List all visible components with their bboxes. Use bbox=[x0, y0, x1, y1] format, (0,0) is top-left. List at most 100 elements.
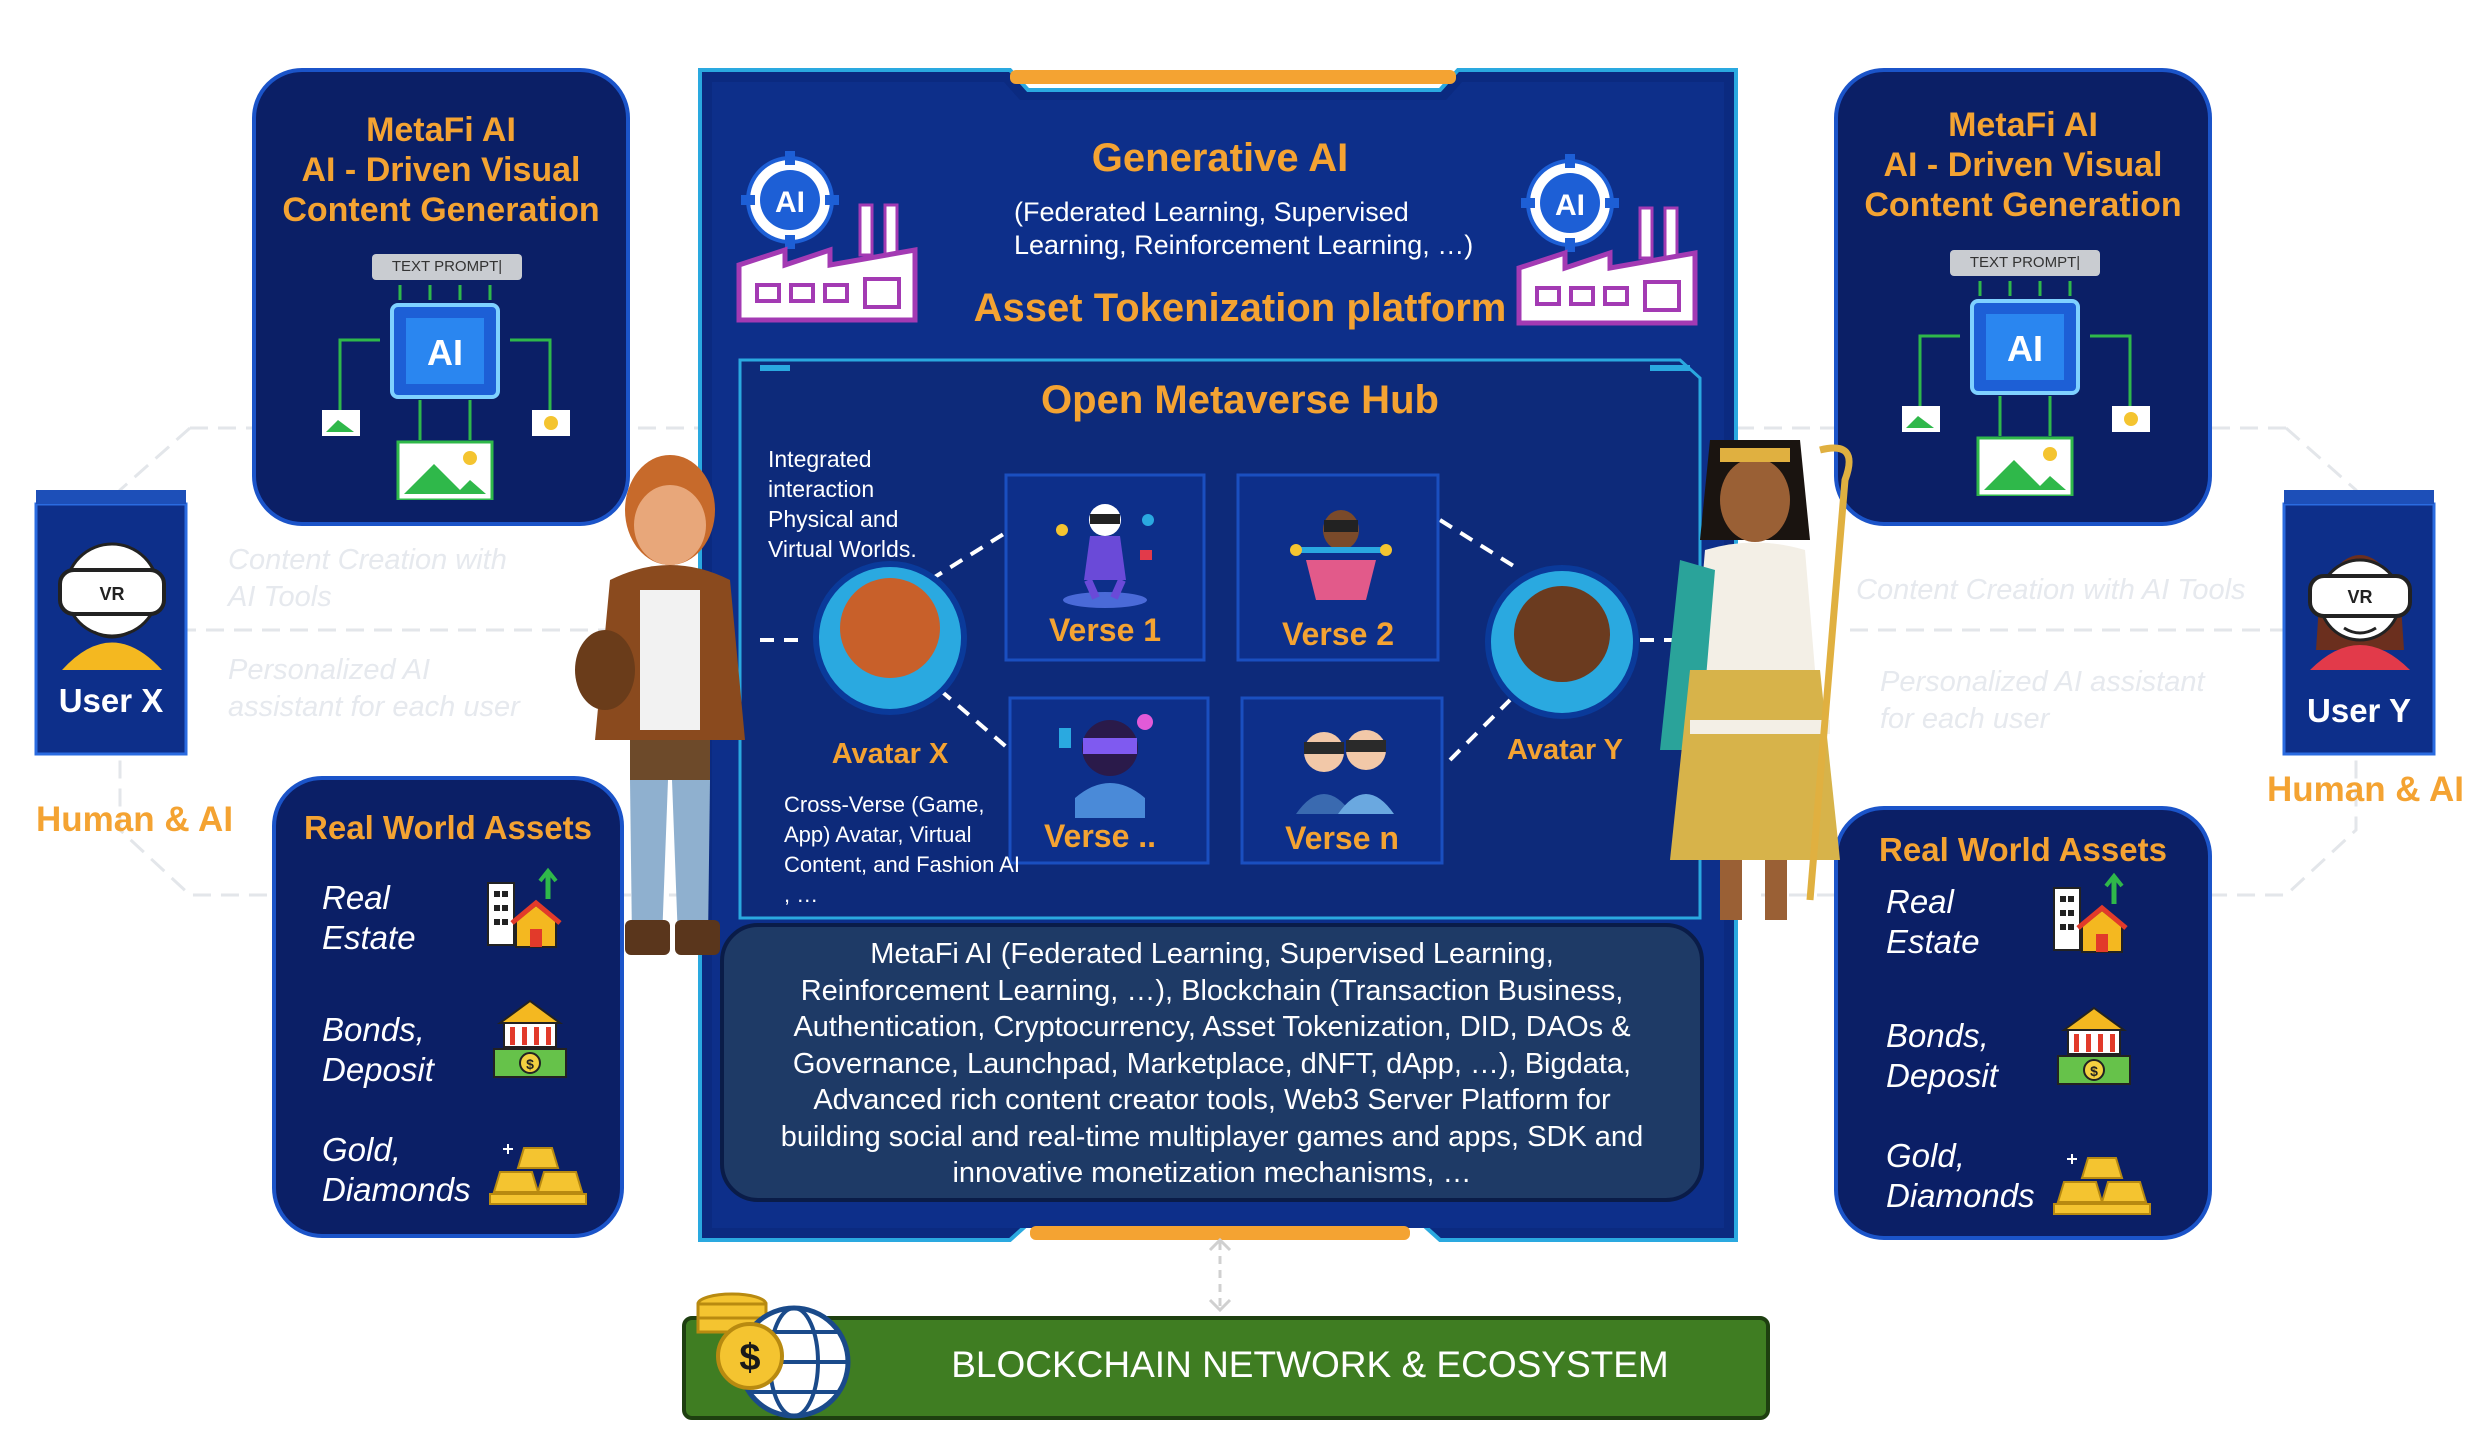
bank-deposit-icon: $ bbox=[493, 999, 567, 1078]
top-accent-bar bbox=[1010, 70, 1456, 84]
right-rwa-bonds-line1: Bonds, bbox=[1886, 1017, 1989, 1054]
tech-line3: Authentication, Cryptocurrency, Asset To… bbox=[793, 1011, 1631, 1043]
right-rwa-bonds-label: Bonds, Deposit bbox=[1886, 1016, 1998, 1096]
bottom-accent-bar bbox=[1030, 1226, 1410, 1240]
verse-2-illustration bbox=[1290, 510, 1392, 600]
bank-deposit-icon: $ bbox=[2057, 1006, 2131, 1085]
ai-factory-icon-left: AI bbox=[736, 151, 918, 323]
left-rwa-title: Real World Assets bbox=[304, 809, 592, 846]
integrated-line4: Virtual Worlds. bbox=[768, 536, 917, 562]
tech-line4: Governance, Launchpad, Marketplace, dNFT… bbox=[792, 1047, 1632, 1080]
tech-box-bg bbox=[720, 923, 1704, 1202]
svg-text:$: $ bbox=[2090, 1063, 2098, 1079]
integrated-line3: Physical and bbox=[768, 506, 899, 532]
verse-dots-label: Verse .. bbox=[1043, 818, 1157, 854]
svg-text:VR: VR bbox=[2347, 587, 2372, 607]
left-rwa-real-estate-label: Real Estate bbox=[322, 878, 416, 958]
integrated-interaction-text: Integrated interaction Physical and Virt… bbox=[768, 444, 917, 564]
right-rwa-bonds-line2: Deposit bbox=[1886, 1057, 1998, 1094]
user-x-label: User X bbox=[58, 682, 164, 719]
generative-ai-subtitle: (Federated Learning, Supervised Learning… bbox=[1000, 196, 1480, 262]
user-x-caption: Human & AI bbox=[36, 800, 234, 839]
left-metafi-title-line3: Content Generation bbox=[282, 191, 600, 229]
avatar-y-label: Avatar Y bbox=[1506, 734, 1624, 766]
user-y-vr-icon: VR bbox=[2308, 555, 2412, 670]
left-rwa-real-estate-line1: Real bbox=[322, 879, 390, 916]
gold-bars-icon bbox=[489, 1144, 587, 1205]
cross-verse-line4: , … bbox=[784, 882, 819, 907]
left-ai-chip-label: AI bbox=[427, 332, 463, 373]
right-ghost-line2: Personalized AI assistant bbox=[1880, 666, 2205, 698]
verse-n-tile bbox=[1240, 696, 1444, 865]
right-ai-chip-icon: AI bbox=[1902, 281, 2150, 496]
verse-n-label: Verse n bbox=[1285, 820, 1399, 856]
left-rwa-gold-label: Gold, Diamonds bbox=[322, 1130, 471, 1210]
right-rwa-gold-line2: Diamonds bbox=[1886, 1177, 2035, 1214]
user-x-vr-icon: VR bbox=[58, 542, 166, 670]
integrated-line1: Integrated bbox=[768, 446, 872, 472]
left-text-prompt-box: TEXT PROMPT| bbox=[372, 254, 522, 280]
left-rwa-bonds-label: Bonds, Deposit bbox=[322, 1010, 434, 1090]
svg-text:VR: VR bbox=[99, 584, 124, 604]
open-metaverse-hub-title: Open Metaverse Hub bbox=[1041, 378, 1439, 422]
left-ghost-line3: Personalized AI bbox=[228, 654, 431, 686]
cross-verse-line3: Content, and Fashion AI bbox=[784, 852, 1021, 877]
right-metafi-title-line3: Content Generation bbox=[1864, 186, 2182, 224]
left-ghost-line4: assistant for each user bbox=[228, 691, 520, 723]
verse-n-illustration bbox=[1296, 730, 1394, 814]
gold-bars-icon bbox=[2053, 1154, 2151, 1215]
right-rwa-gold-label: Gold, Diamonds bbox=[1886, 1136, 2035, 1216]
right-metafi-title: MetaFi AI AI - Driven Visual Content Gen… bbox=[1836, 105, 2210, 225]
tech-line1: MetaFi AI (Federated Learning, Supervise… bbox=[870, 938, 1554, 970]
left-ai-chip-icon: AI bbox=[322, 285, 570, 500]
left-ghost-line2: AI Tools bbox=[228, 581, 332, 613]
cross-verse-line1: Cross-Verse (Game, bbox=[784, 792, 985, 817]
verse-dots-illustration bbox=[1059, 714, 1153, 818]
right-ai-chip-label: AI bbox=[2007, 328, 2043, 369]
right-ghost-text-content: Content Creation with AI Tools bbox=[1856, 574, 2246, 606]
left-metafi-title-line1: MetaFi AI bbox=[366, 111, 516, 149]
right-text-prompt-box: TEXT PROMPT| bbox=[1950, 250, 2100, 276]
user-y-caption: Human & AI bbox=[2266, 770, 2464, 809]
user-y-label: User Y bbox=[2307, 692, 2411, 729]
right-rwa-real-estate-line2: Estate bbox=[1886, 923, 1980, 960]
verse-1-illustration bbox=[1056, 504, 1154, 608]
right-rwa-title: Real World Assets bbox=[1879, 831, 2167, 868]
globe-coins-icon: $ bbox=[696, 1292, 851, 1419]
left-ghost-line1: Content Creation with bbox=[228, 544, 507, 576]
right-rwa-gold-line1: Gold, bbox=[1886, 1137, 1965, 1174]
real-estate-icon bbox=[2053, 872, 2128, 953]
tech-line7: innovative monetization mechanisms, … bbox=[952, 1157, 1472, 1189]
left-factory-badge: AI bbox=[775, 186, 805, 219]
ai-factory-icon-right: AI bbox=[1516, 154, 1698, 326]
avatar-x-label: Avatar X bbox=[831, 738, 949, 770]
blockchain-label: BLOCKCHAIN NETWORK & ECOSYSTEM bbox=[951, 1344, 1669, 1385]
tech-line5: Advanced rich content creator tools, Web… bbox=[813, 1084, 1611, 1116]
verse-2-label: Verse 2 bbox=[1281, 616, 1395, 652]
right-rwa-real-estate-line1: Real bbox=[1886, 883, 1954, 920]
right-metafi-title-line1: MetaFi AI bbox=[1948, 106, 2098, 144]
right-ghost-text-assistant: Personalized AI assistant for each user bbox=[1880, 664, 2260, 738]
left-metafi-title: MetaFi AI AI - Driven Visual Content Gen… bbox=[254, 110, 628, 230]
character-avatar-x-figure bbox=[575, 455, 745, 955]
left-rwa-gold-line2: Diamonds bbox=[322, 1171, 471, 1208]
generative-ai-subtitle-line1: (Federated Learning, Supervised bbox=[1014, 197, 1409, 227]
character-avatar-y-figure bbox=[1660, 440, 1853, 920]
cross-verse-text: Cross-Verse (Game, App) Avatar, Virtual … bbox=[784, 790, 1020, 910]
coin-symbol: $ bbox=[739, 1337, 760, 1379]
left-ghost-text-content: Content Creation with AI Tools bbox=[228, 542, 588, 616]
cross-verse-line2: App) Avatar, Virtual bbox=[784, 822, 972, 847]
asset-tokenization-title: Asset Tokenization platform bbox=[973, 286, 1507, 330]
left-ghost-text-assistant: Personalized AI assistant for each user bbox=[228, 652, 588, 726]
right-factory-badge: AI bbox=[1555, 189, 1585, 222]
tech-line2: Reinforcement Learning, …), Blockchain (… bbox=[800, 974, 1624, 1007]
generative-ai-subtitle-line2: Learning, Reinforcement Learning, …) bbox=[1014, 230, 1474, 260]
generative-ai-title: Generative AI bbox=[1091, 136, 1349, 180]
integrated-line2: interaction bbox=[768, 476, 875, 502]
left-metafi-title-line2: AI - Driven Visual bbox=[301, 151, 581, 189]
blockchain-bar bbox=[682, 1316, 1770, 1420]
verse-1-label: Verse 1 bbox=[1048, 612, 1162, 648]
left-rwa-bonds-line1: Bonds, bbox=[322, 1011, 425, 1048]
right-ghost-line3: for each user bbox=[1880, 703, 2050, 735]
